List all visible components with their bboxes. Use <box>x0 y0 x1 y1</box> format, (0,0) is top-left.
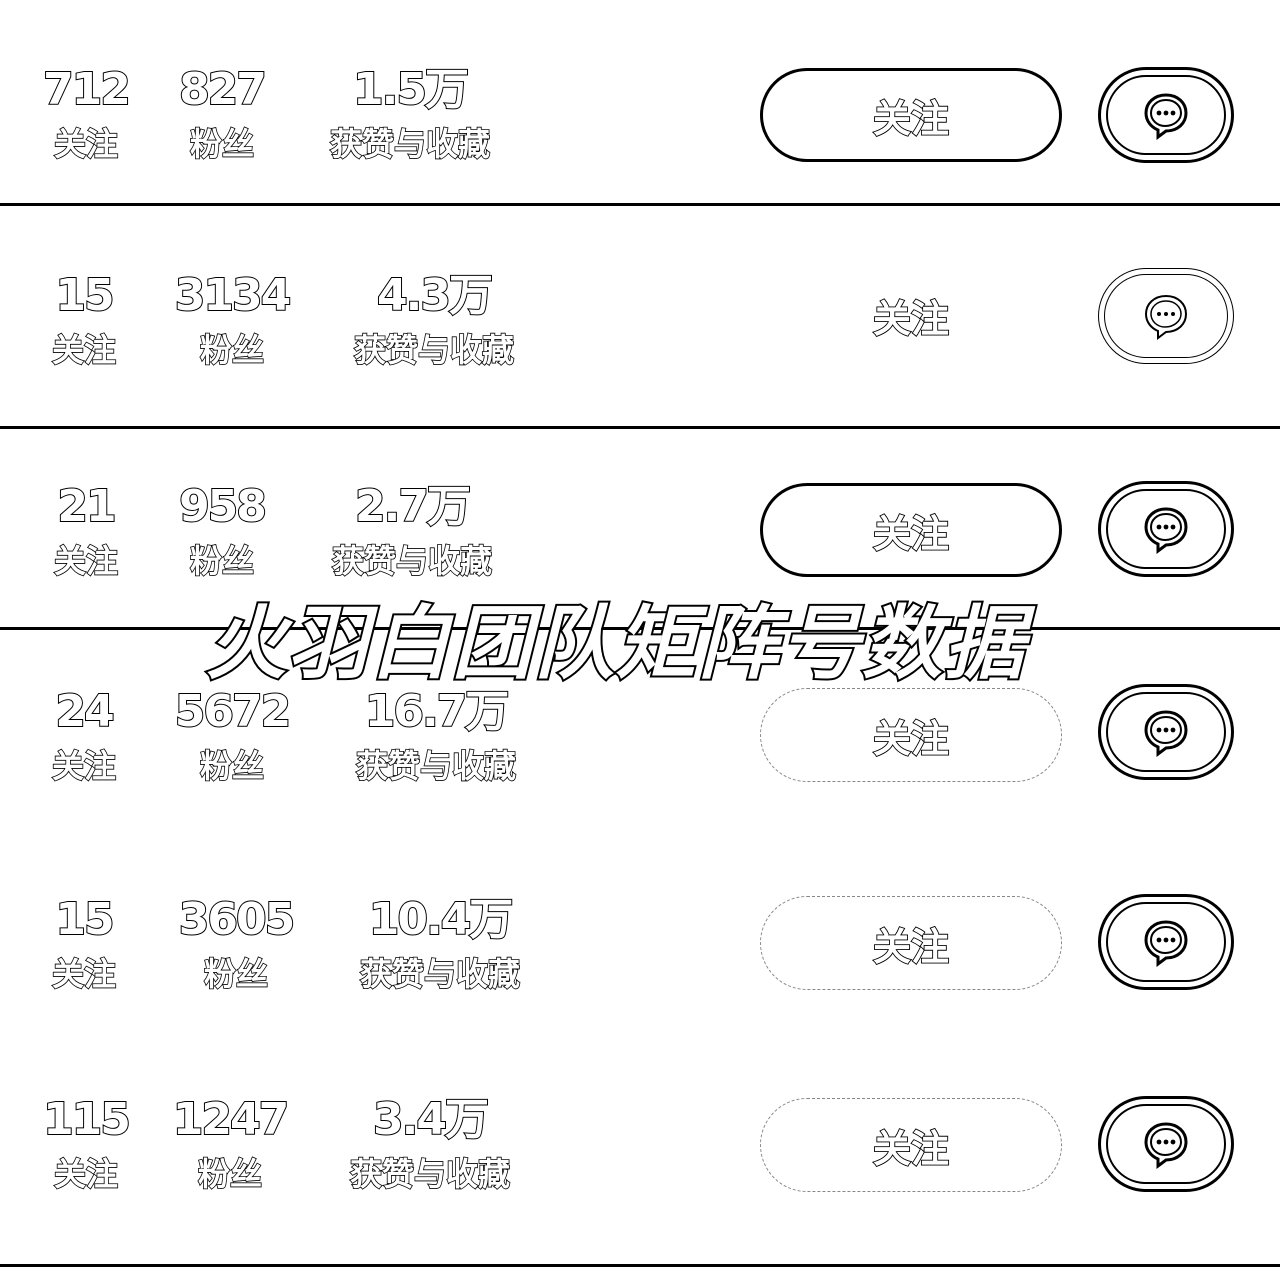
following-stat[interactable]: 115 关注 <box>42 1092 132 1196</box>
likes-count: 3.4万 <box>372 1093 490 1146</box>
row-divider <box>0 1264 1280 1267</box>
following-count: 24 <box>54 685 115 738</box>
fans-label: 粉丝 <box>199 330 265 370</box>
fans-stat[interactable]: 958 粉丝 <box>178 479 268 583</box>
fans-label: 粉丝 <box>197 1154 263 1194</box>
profile-row: 15 关注 3134 粉丝 4.3万 获赞与收藏 关注 <box>0 206 1280 426</box>
fans-label: 粉丝 <box>189 124 255 164</box>
profile-row: 712 关注 827 粉丝 1.5万 获赞与收藏 关注 <box>0 0 1280 205</box>
row-divider <box>0 426 1280 429</box>
follow-button[interactable]: 关注 <box>760 268 1062 362</box>
following-count: 15 <box>54 893 115 946</box>
likes-stat[interactable]: 4.3万 获赞与收藏 <box>353 268 515 372</box>
follow-button[interactable]: 关注 <box>760 688 1062 782</box>
likes-label: 获赞与收藏 <box>353 330 515 370</box>
fans-label: 粉丝 <box>199 746 265 786</box>
likes-label: 获赞与收藏 <box>331 541 493 581</box>
following-count: 115 <box>42 1093 132 1146</box>
chat-bubble-icon <box>1144 710 1188 757</box>
message-button[interactable] <box>1098 684 1234 780</box>
follow-button[interactable]: 关注 <box>760 1098 1062 1192</box>
likes-label: 获赞与收藏 <box>329 124 491 164</box>
following-stat[interactable]: 24 关注 <box>51 684 117 788</box>
following-count: 15 <box>54 269 115 322</box>
following-label: 关注 <box>51 746 117 786</box>
likes-count: 2.7万 <box>354 480 472 533</box>
fans-count: 3605 <box>178 893 296 946</box>
fans-count: 3134 <box>174 269 292 322</box>
fans-label: 粉丝 <box>189 541 255 581</box>
following-label: 关注 <box>53 541 119 581</box>
following-label: 关注 <box>53 124 119 164</box>
following-label: 关注 <box>53 1154 119 1194</box>
fans-count: 5672 <box>174 685 292 738</box>
following-stat[interactable]: 15 关注 <box>51 892 117 996</box>
fans-stat[interactable]: 1247 粉丝 <box>172 1092 290 1196</box>
row-divider <box>0 627 1280 630</box>
follow-button[interactable]: 关注 <box>760 896 1062 990</box>
likes-count: 4.3万 <box>376 269 494 322</box>
following-stat[interactable]: 15 关注 <box>51 268 117 372</box>
profile-row: 115 关注 1247 粉丝 3.4万 获赞与收藏 关注 <box>0 1040 1280 1264</box>
fans-count: 827 <box>178 63 268 116</box>
row-divider <box>0 203 1280 206</box>
likes-label: 获赞与收藏 <box>355 746 517 786</box>
fans-stat[interactable]: 3605 粉丝 <box>178 892 296 996</box>
message-button[interactable] <box>1098 268 1234 364</box>
following-count: 21 <box>56 480 117 533</box>
fans-count: 1247 <box>172 1093 290 1146</box>
likes-stat[interactable]: 16.7万 获赞与收藏 <box>355 684 517 788</box>
message-button[interactable] <box>1098 1096 1234 1192</box>
fans-stat[interactable]: 3134 粉丝 <box>174 268 292 372</box>
fans-label: 粉丝 <box>203 954 269 994</box>
message-button[interactable] <box>1098 894 1234 990</box>
chat-bubble-icon <box>1144 507 1188 554</box>
fans-stat[interactable]: 5672 粉丝 <box>174 684 292 788</box>
following-stat[interactable]: 21 关注 <box>53 479 119 583</box>
follow-button[interactable]: 关注 <box>760 483 1062 577</box>
following-count: 712 <box>42 63 132 116</box>
profile-row: 21 关注 958 粉丝 2.7万 获赞与收藏 关注 <box>0 429 1280 627</box>
following-stat[interactable]: 712 关注 <box>42 62 132 166</box>
likes-label: 获赞与收藏 <box>349 1154 511 1194</box>
chat-bubble-icon <box>1144 294 1188 340</box>
following-label: 关注 <box>51 954 117 994</box>
likes-count: 1.5万 <box>352 63 470 116</box>
likes-stat[interactable]: 2.7万 获赞与收藏 <box>331 479 493 583</box>
fans-count: 958 <box>178 480 268 533</box>
chat-bubble-icon <box>1144 93 1188 140</box>
likes-count: 16.7万 <box>364 685 511 738</box>
likes-stat[interactable]: 3.4万 获赞与收藏 <box>349 1092 511 1196</box>
fans-stat[interactable]: 827 粉丝 <box>178 62 268 166</box>
follow-button[interactable]: 关注 <box>760 68 1062 162</box>
profile-row: 15 关注 3605 粉丝 10.4万 获赞与收藏 关注 <box>0 840 1280 1040</box>
profile-row: 24 关注 5672 粉丝 16.7万 获赞与收藏 关注 <box>0 630 1280 840</box>
following-label: 关注 <box>51 330 117 370</box>
watermark-title: 火羽白团队矩阵号数据 <box>204 595 1026 692</box>
likes-stat[interactable]: 10.4万 获赞与收藏 <box>359 892 521 996</box>
chat-bubble-icon <box>1144 1122 1188 1169</box>
message-button[interactable] <box>1098 67 1234 163</box>
likes-count: 10.4万 <box>368 893 515 946</box>
chat-bubble-icon <box>1144 920 1188 967</box>
message-button[interactable] <box>1098 481 1234 577</box>
likes-stat[interactable]: 1.5万 获赞与收藏 <box>329 62 491 166</box>
likes-label: 获赞与收藏 <box>359 954 521 994</box>
